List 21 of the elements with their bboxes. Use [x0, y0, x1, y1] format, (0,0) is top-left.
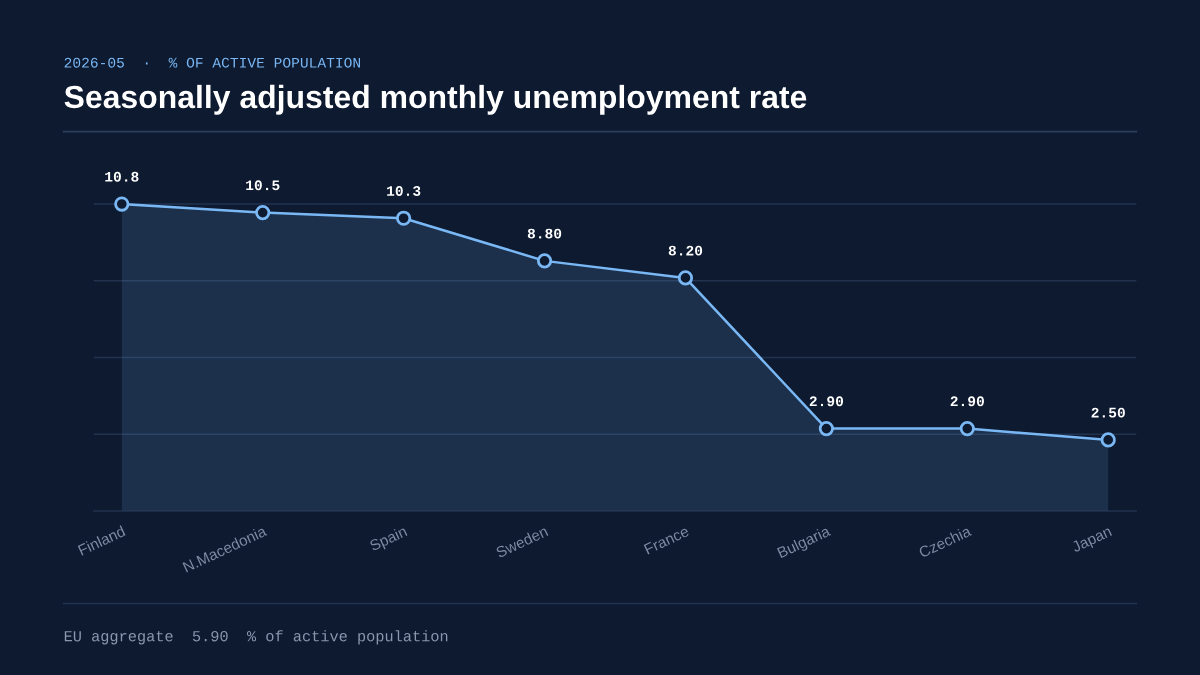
- chart-subtitle: 2026-05 · % OF ACTIVE POPULATION: [64, 57, 360, 68]
- point: [114, 196, 130, 212]
- data-label: 2.90: [809, 396, 844, 407]
- data-label: 2.50: [1091, 407, 1125, 418]
- data-label: 10.3: [387, 186, 421, 196]
- data-label: 2.90: [950, 396, 984, 407]
- data-label: 8.80: [527, 228, 562, 239]
- data-label: 10.5: [246, 180, 280, 191]
- x-tick-label: Spain: [368, 525, 409, 554]
- data-label: 10.8: [105, 171, 139, 182]
- point: [255, 204, 271, 221]
- point: [959, 420, 975, 437]
- point: [818, 420, 834, 437]
- chart-title: Seasonally adjusted monthly unemployment rate: [64, 84, 807, 115]
- point: [1100, 432, 1116, 448]
- point: [677, 270, 694, 286]
- data-label: 8.20: [668, 245, 703, 256]
- point: [396, 210, 412, 226]
- x-tick-label: Japan: [1070, 525, 1114, 556]
- point: [536, 253, 553, 269]
- text: EU aggregate 5.90 % of active population: [64, 630, 448, 645]
